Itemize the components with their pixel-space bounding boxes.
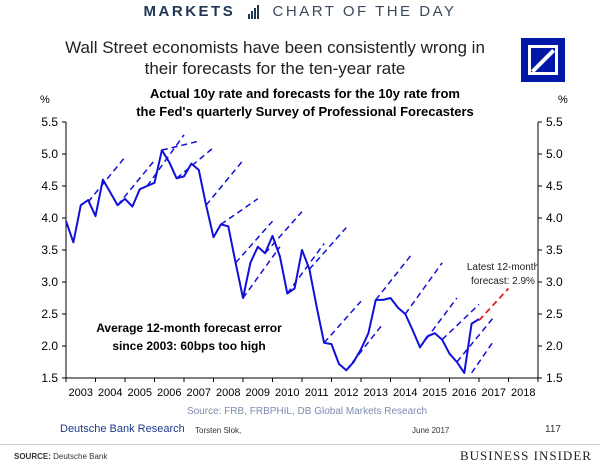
footer-date: June 2017 <box>412 426 450 435</box>
forecast-segment <box>242 246 281 299</box>
y-tick-label-right: 3.0 <box>546 275 563 289</box>
x-tick-label: 2013 <box>364 387 388 399</box>
image-source-credit: SOURCE: Deutsche Bank <box>14 452 107 461</box>
y-axis-unit-left: % <box>40 94 50 106</box>
forecast-segment <box>375 252 414 301</box>
y-tick-label-left: 4.5 <box>41 179 58 193</box>
source-value: Deutsche Bank <box>53 452 108 461</box>
bar-chart-icon <box>247 2 260 19</box>
x-tick-label: 2005 <box>128 387 152 399</box>
y-tick-label-left: 2.0 <box>41 339 58 353</box>
y-tick-label-left: 5.5 <box>41 115 58 129</box>
x-tick-label: 2008 <box>216 387 240 399</box>
y-tick-label-right: 5.0 <box>546 147 563 161</box>
x-tick-label: 2016 <box>452 387 476 399</box>
forecast-segment <box>264 211 303 254</box>
y-tick-label-right: 5.5 <box>546 115 563 129</box>
banner-subtitle: CHART OF THE DAY <box>272 2 457 20</box>
x-tick-label: 2006 <box>157 387 181 399</box>
y-tick-label-right: 3.5 <box>546 243 563 257</box>
line-chart: Actual 10y rate and forecasts for the 10… <box>40 86 568 417</box>
y-tick-label-left: 3.0 <box>41 275 58 289</box>
x-tick-label: 2011 <box>305 387 329 399</box>
x-tick-label: 2004 <box>98 387 122 399</box>
y-tick-label-left: 2.5 <box>41 307 58 321</box>
footer-publisher: Deutsche Bank Research <box>60 423 185 435</box>
markets-label: MARKETS <box>143 2 236 20</box>
latest-forecast-line <box>478 287 510 322</box>
forecast-segment <box>308 227 347 270</box>
x-tick-label: 2007 <box>187 387 211 399</box>
y-tick-label-right: 1.5 <box>546 371 563 385</box>
x-tick-label: 2010 <box>275 387 299 399</box>
forecast-segment <box>205 159 244 206</box>
chart-of-the-day-banner: MARKETS CHART OF THE DAY <box>0 2 600 22</box>
forecast-segment <box>146 134 185 187</box>
forecast-segment <box>404 262 443 315</box>
y-tick-label-left: 3.5 <box>41 243 58 257</box>
deutsche-bank-logo <box>521 38 565 82</box>
chart-title-line-2: the Fed's quarterly Survey of Profession… <box>136 104 474 119</box>
x-tick-label: 2018 <box>511 387 535 399</box>
forecast-segment <box>87 156 126 203</box>
divider <box>0 444 600 445</box>
forecast-segment <box>176 147 214 179</box>
forecast-error-annotation-line-2: since 2003: 60bps too high <box>112 339 265 353</box>
x-tick-label: 2009 <box>246 387 270 399</box>
y-tick-label-left: 1.5 <box>41 371 58 385</box>
x-tick-label: 2015 <box>423 387 447 399</box>
forecast-segment <box>323 300 362 344</box>
chart-source: Source: FRB, FRBPHIL, DB Global Markets … <box>187 406 427 417</box>
latest-forecast-annotation-line-1: Latest 12-month <box>467 262 539 273</box>
business-insider-logo: BUSINESS INSIDER <box>460 448 592 463</box>
chart-title-line-1: Actual 10y rate and forecasts for the 10… <box>150 86 460 101</box>
y-tick-label-right: 4.0 <box>546 211 563 225</box>
x-tick-label: 2014 <box>393 387 417 399</box>
source-label: SOURCE: <box>14 452 51 461</box>
forecast-segment <box>471 340 495 374</box>
headline: Wall Street economists have been consist… <box>65 38 485 78</box>
forecast-segment <box>161 140 199 151</box>
x-tick-label: 2003 <box>69 387 93 399</box>
forecast-segment <box>456 316 495 363</box>
y-tick-label-right: 2.0 <box>546 339 563 353</box>
footer-page-number: 117 <box>545 424 561 435</box>
x-tick-label: 2017 <box>482 387 506 399</box>
y-axis-unit-right: % <box>558 94 568 106</box>
y-tick-label-right: 2.5 <box>546 307 563 321</box>
forecast-error-annotation-line-1: Average 12-month forecast error <box>96 321 282 335</box>
footer-author: Torsten Slok, <box>195 426 242 435</box>
y-tick-label-left: 5.0 <box>41 147 58 161</box>
y-tick-label-right: 4.5 <box>546 179 563 193</box>
x-tick-label: 2012 <box>334 387 358 399</box>
y-tick-label-left: 4.0 <box>41 211 58 225</box>
forecast-segment <box>220 198 259 226</box>
forecast-segment <box>286 243 325 294</box>
forecast-segment <box>441 303 480 341</box>
latest-forecast-annotation-line-2: forecast: 2.9% <box>471 276 535 287</box>
actual-rate-line <box>65 149 480 374</box>
